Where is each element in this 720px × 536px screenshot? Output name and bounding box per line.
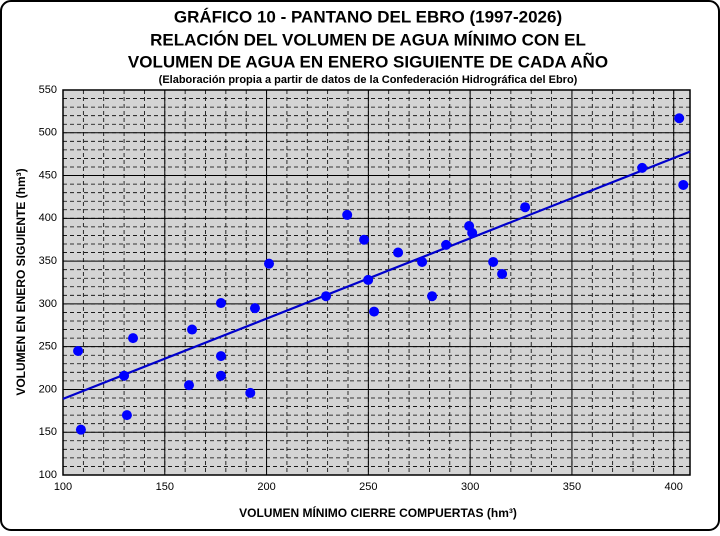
point [187, 324, 198, 335]
point [520, 202, 531, 213]
x-tick-label: 100 [54, 481, 72, 493]
point [363, 274, 374, 285]
y-tick-label: 350 [39, 255, 57, 267]
x-axis-label: VOLUMEN MÍNIMO CIERRE COMPUERTAS (hm³) [239, 505, 517, 520]
plot-area [63, 90, 690, 475]
point [121, 410, 132, 421]
point [369, 306, 380, 317]
x-tick-label: 200 [257, 481, 275, 493]
chart-subtitle: (Elaboración propia a partir de datos de… [159, 74, 578, 86]
y-tick-label: 450 [39, 169, 57, 181]
plot-border [62, 89, 691, 476]
point [441, 239, 452, 250]
point [321, 291, 332, 302]
point [215, 351, 226, 362]
y-axis-label: VOLUMEN EN ENERO SIGUIENTE (hm³) [14, 168, 28, 395]
point [637, 162, 648, 173]
y-tick-label: 250 [39, 341, 57, 353]
point [393, 247, 404, 258]
point [249, 303, 260, 314]
point [488, 256, 499, 267]
point [342, 209, 353, 220]
y-tick-label: 400 [39, 212, 57, 224]
trend-line [62, 150, 691, 400]
x-tick-label: 350 [563, 481, 581, 493]
chart-title: RELACIÓN DEL VOLUMEN DE AGUA MÍNIMO CON … [150, 30, 586, 49]
y-tick-label: 150 [39, 426, 57, 438]
point [467, 227, 478, 238]
chart-title: GRÁFICO 10 - PANTANO DEL EBRO (1997-2026… [174, 7, 562, 26]
y-tick-label: 500 [39, 127, 57, 139]
point [215, 298, 226, 309]
y-tick-label: 300 [39, 298, 57, 310]
x-tick-label: 250 [359, 481, 377, 493]
y-tick-label: 550 [39, 84, 57, 96]
point [359, 234, 370, 245]
point [427, 291, 438, 302]
point [215, 370, 226, 381]
chart-title: VOLUMEN DE AGUA EN ENERO SIGUIENTE DE CA… [128, 51, 608, 71]
point [264, 258, 275, 269]
point [184, 380, 195, 391]
y-tick-label: 200 [39, 383, 57, 395]
x-tick-label: 150 [156, 481, 174, 493]
point [75, 424, 86, 435]
point [128, 333, 139, 344]
point [674, 113, 685, 124]
y-tick-label: 100 [39, 469, 57, 481]
x-tick-label: 300 [461, 481, 479, 493]
point [417, 256, 428, 267]
point [119, 370, 130, 381]
point [678, 179, 689, 190]
x-tick-label: 400 [665, 481, 683, 493]
point [497, 268, 508, 279]
point [245, 387, 256, 398]
point [73, 345, 84, 356]
